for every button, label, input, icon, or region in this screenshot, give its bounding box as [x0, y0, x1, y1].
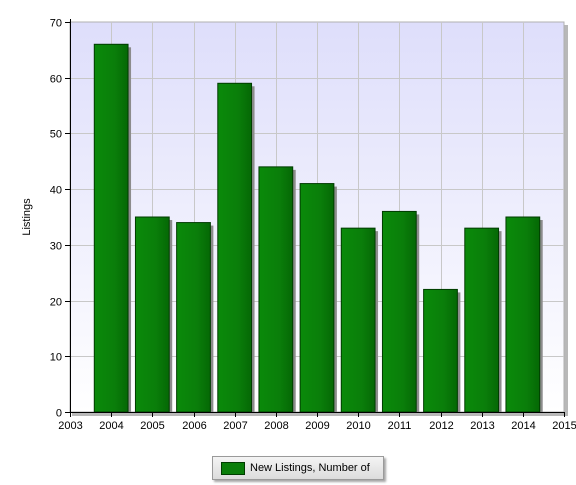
y-tick-label: 50 [50, 129, 62, 141]
y-tick-label: 10 [50, 352, 62, 364]
bars-group [93, 43, 543, 413]
x-tick-label: 2015 [552, 420, 576, 432]
bar-2004 [93, 43, 129, 413]
x-tick-label: 2011 [388, 420, 412, 432]
bar-2007 [217, 82, 253, 413]
x-tick-label: 2005 [140, 420, 164, 432]
x-tick-label: 2008 [264, 420, 288, 432]
legend-swatch [221, 461, 245, 475]
bar-2008 [258, 166, 294, 413]
bar-2014 [505, 216, 541, 413]
bar-2011 [381, 210, 417, 413]
y-tick-label: 40 [50, 185, 62, 197]
y-tick-label: 0 [56, 408, 62, 420]
y-tick-label: 20 [50, 297, 62, 309]
x-tick-labels: 2003 2004 2005 2006 2007 2008 2009 2010 2011 2012… [58, 420, 576, 432]
y-tick-label: 70 [50, 18, 62, 30]
bar-2010 [340, 227, 376, 413]
y-tick-labels: 0 10 20 30 40 50 60 70 [50, 18, 62, 420]
x-tick-label: 2012 [429, 420, 453, 432]
bar-2012 [423, 288, 458, 413]
x-tick-label: 2006 [182, 420, 206, 432]
bar-2006 [176, 222, 211, 413]
legend: New Listings, Number of [212, 456, 384, 480]
bar-2013 [464, 227, 500, 413]
x-tick-label: 2007 [223, 420, 247, 432]
y-tick-label: 60 [50, 74, 62, 86]
x-tick-label: 2010 [346, 420, 370, 432]
bar-2005 [134, 216, 170, 413]
y-axis-title: Listings [21, 198, 33, 236]
x-tick-label: 2004 [99, 420, 123, 432]
x-tick-label: 2013 [470, 420, 494, 432]
x-tick-label: 2009 [305, 420, 329, 432]
x-tick-label: 2014 [511, 420, 535, 432]
bar-2009 [299, 183, 335, 413]
axes [65, 19, 565, 417]
y-tick-label: 30 [50, 241, 62, 253]
legend-label: New Listings, Number of [250, 462, 370, 474]
x-tick-label: 2003 [58, 420, 82, 432]
